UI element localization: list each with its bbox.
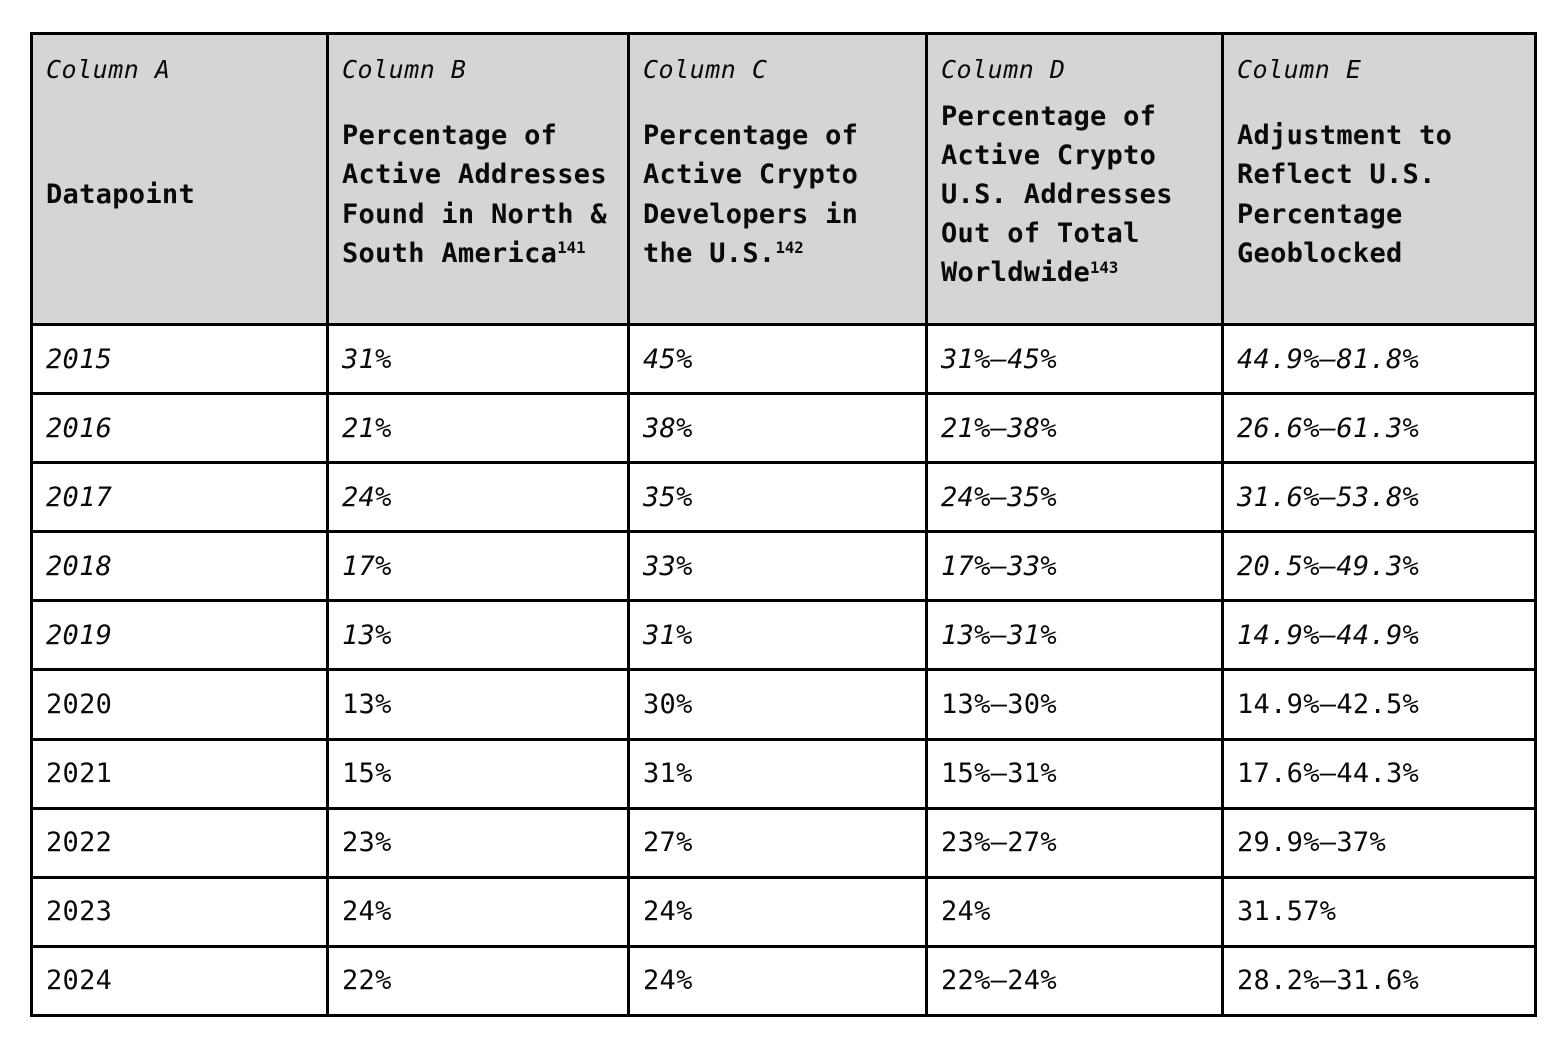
- data-cell-c: 30%: [627, 668, 928, 741]
- year-cell: 2023: [30, 875, 329, 948]
- data-cell-b: 24%: [326, 461, 630, 534]
- data-cell-b: 15%: [326, 737, 630, 810]
- year-cell: 2017: [30, 461, 329, 534]
- data-cell-b: 23%: [326, 806, 630, 879]
- data-cell-c: 31%: [627, 737, 928, 810]
- data-cell-d: 21%–38%: [925, 392, 1224, 465]
- column-title-a: Datapoint: [46, 175, 312, 214]
- data-cell-b: 31%: [326, 322, 630, 396]
- column-tag-e: Column E: [1237, 55, 1362, 84]
- column-title-b-text: Percentage of Active Addresses Found in …: [342, 120, 607, 269]
- column-header-d: Column D Percentage of Active Crypto U.S…: [925, 32, 1224, 326]
- table-row-2015: 2015 31% 45% 31%–45% 44.9%–81.8%: [30, 322, 1537, 396]
- data-cell-e: 17.6%–44.3%: [1221, 737, 1537, 810]
- data-cell-b: 22%: [326, 944, 630, 1018]
- year-cell: 2024: [30, 944, 329, 1018]
- data-table: Column A Datapoint Column B Percentage o…: [30, 32, 1537, 1018]
- column-header-e: Column E Adjustment to Reflect U.S. Perc…: [1221, 32, 1537, 326]
- data-cell-c: 45%: [627, 322, 928, 396]
- data-cell-b: 17%: [326, 530, 630, 603]
- table-row-2020: 2020 13% 30% 13%–30% 14.9%–42.5%: [30, 668, 1537, 741]
- data-cell-d: 22%–24%: [925, 944, 1224, 1018]
- data-cell-b: 21%: [326, 392, 630, 465]
- table-row-2023: 2023 24% 24% 24% 31.57%: [30, 875, 1537, 948]
- year-cell: 2021: [30, 737, 329, 810]
- column-title-c-text: Percentage of Active Crypto Developers i…: [643, 120, 859, 269]
- data-cell-e: 26.6%–61.3%: [1221, 392, 1537, 465]
- data-cell-c: 38%: [627, 392, 928, 465]
- column-title-c: Percentage of Active Crypto Developers i…: [643, 116, 911, 273]
- table-row-2017: 2017 24% 35% 24%–35% 31.6%–53.8%: [30, 461, 1537, 534]
- column-tag-c: Column C: [643, 55, 768, 84]
- column-header-a: Column A Datapoint: [30, 32, 329, 326]
- table-row-2016: 2016 21% 38% 21%–38% 26.6%–61.3%: [30, 392, 1537, 465]
- data-cell-e: 20.5%–49.3%: [1221, 530, 1537, 603]
- data-cell-c: 31%: [627, 599, 928, 672]
- column-tag-a: Column A: [46, 55, 171, 84]
- data-cell-e: 28.2%–31.6%: [1221, 944, 1537, 1018]
- year-cell: 2022: [30, 806, 329, 879]
- table-row-2018: 2018 17% 33% 17%–33% 20.5%–49.3%: [30, 530, 1537, 603]
- column-title-e: Adjustment to Reflect U.S. Percentage Ge…: [1237, 116, 1520, 273]
- data-cell-d: 23%–27%: [925, 806, 1224, 879]
- data-cell-c: 35%: [627, 461, 928, 534]
- data-cell-c: 27%: [627, 806, 928, 879]
- year-cell: 2015: [30, 322, 329, 396]
- column-tag-b: Column B: [342, 55, 467, 84]
- table-header: Column A Datapoint Column B Percentage o…: [30, 32, 1537, 326]
- column-tag-d: Column D: [941, 55, 1066, 84]
- data-cell-d: 31%–45%: [925, 322, 1224, 396]
- column-title-b: Percentage of Active Addresses Found in …: [342, 116, 613, 273]
- data-cell-c: 24%: [627, 875, 928, 948]
- data-cell-e: 14.9%–42.5%: [1221, 668, 1537, 741]
- column-title-e-text: Adjustment to Reflect U.S. Percentage Ge…: [1237, 120, 1453, 269]
- column-title-d: Percentage of Active Crypto U.S. Address…: [941, 97, 1207, 293]
- data-cell-e: 29.9%–37%: [1221, 806, 1537, 879]
- data-table-container: Column A Datapoint Column B Percentage o…: [30, 32, 1537, 1018]
- data-cell-d: 24%: [925, 875, 1224, 948]
- data-cell-d: 15%–31%: [925, 737, 1224, 810]
- data-cell-b: 24%: [326, 875, 630, 948]
- column-title-a-text: Datapoint: [46, 178, 195, 210]
- data-cell-b: 13%: [326, 599, 630, 672]
- data-cell-d: 13%–31%: [925, 599, 1224, 672]
- data-cell-d: 13%–30%: [925, 668, 1224, 741]
- footnote-ref-d: 143: [1090, 257, 1119, 277]
- data-cell-d: 24%–35%: [925, 461, 1224, 534]
- footnote-ref-b: 141: [557, 238, 586, 258]
- table-row-2022: 2022 23% 27% 23%–27% 29.9%–37%: [30, 806, 1537, 879]
- year-cell: 2016: [30, 392, 329, 465]
- data-cell-e: 31.6%–53.8%: [1221, 461, 1537, 534]
- table-row-2021: 2021 15% 31% 15%–31% 17.6%–44.3%: [30, 737, 1537, 810]
- data-cell-c: 33%: [627, 530, 928, 603]
- column-title-d-text: Percentage of Active Crypto U.S. Address…: [941, 100, 1173, 289]
- year-cell: 2018: [30, 530, 329, 603]
- table-row-2024: 2024 22% 24% 22%–24% 28.2%–31.6%: [30, 944, 1537, 1018]
- data-cell-e: 14.9%–44.9%: [1221, 599, 1537, 672]
- header-row: Column A Datapoint Column B Percentage o…: [30, 32, 1537, 326]
- data-cell-e: 44.9%–81.8%: [1221, 322, 1537, 396]
- column-header-b: Column B Percentage of Active Addresses …: [326, 32, 630, 326]
- year-cell: 2019: [30, 599, 329, 672]
- data-cell-d: 17%–33%: [925, 530, 1224, 603]
- column-header-c: Column C Percentage of Active Crypto Dev…: [627, 32, 928, 326]
- table-row-2019: 2019 13% 31% 13%–31% 14.9%–44.9%: [30, 599, 1537, 672]
- data-cell-b: 13%: [326, 668, 630, 741]
- data-cell-e: 31.57%: [1221, 875, 1537, 948]
- data-cell-c: 24%: [627, 944, 928, 1018]
- footnote-ref-c: 142: [775, 238, 804, 258]
- year-cell: 2020: [30, 668, 329, 741]
- table-body: 2015 31% 45% 31%–45% 44.9%–81.8% 2016 21…: [30, 322, 1537, 1018]
